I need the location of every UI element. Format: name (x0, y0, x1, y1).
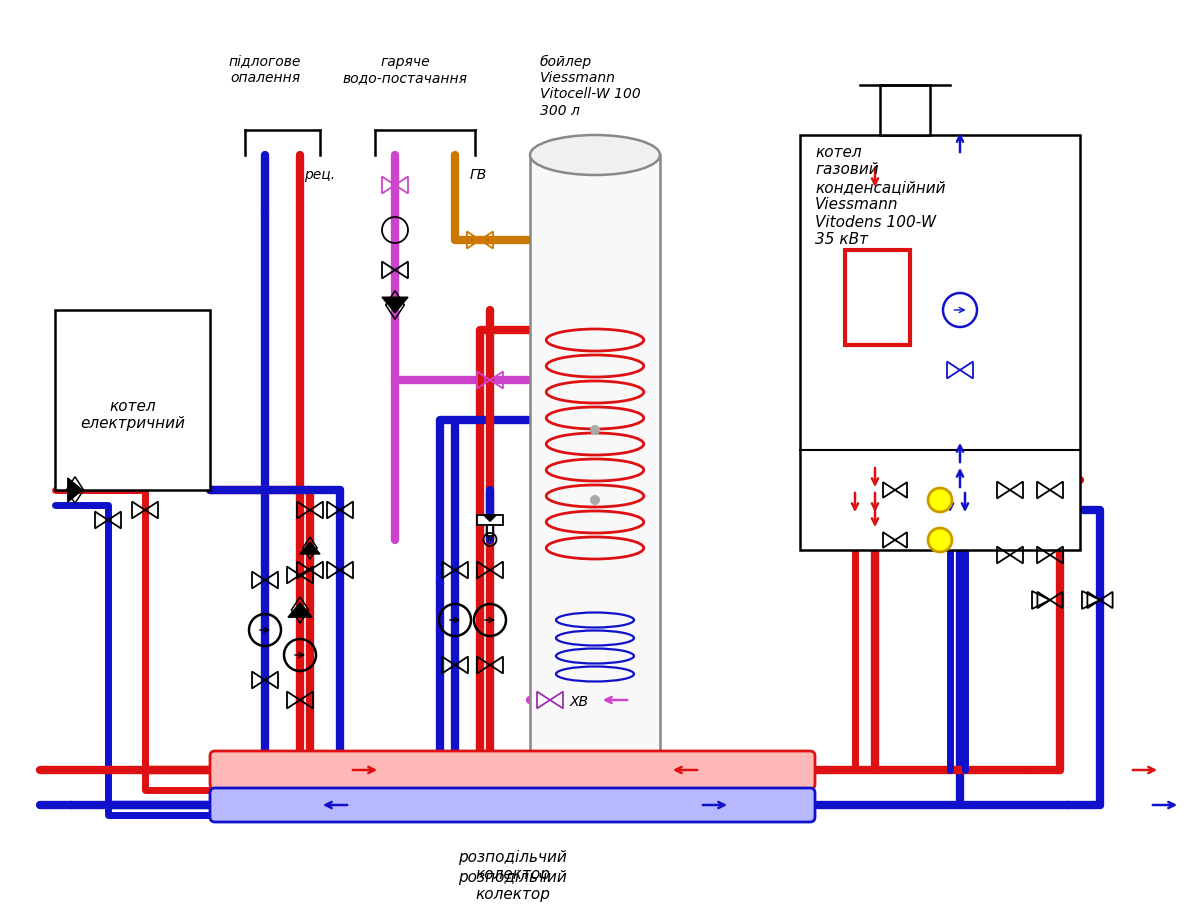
Text: котел
електричний: котел електричний (80, 399, 185, 431)
Bar (487, 525, 492, 536)
Text: розподільчий
колектор: розподільчий колектор (458, 870, 566, 902)
Text: бойлер
Viessmann
Vitocell-W 100
300 л: бойлер Viessmann Vitocell-W 100 300 л (540, 55, 641, 118)
Polygon shape (1032, 591, 1050, 609)
Polygon shape (300, 542, 320, 554)
Text: котел
газовий
конденсаційний
Viessmann
Vitodens 100-W
35 кВт: котел газовий конденсаційний Viessmann V… (815, 145, 946, 247)
Text: M: M (486, 535, 493, 544)
Text: ХВ: ХВ (570, 695, 589, 709)
Bar (478, 515, 503, 525)
Polygon shape (484, 515, 497, 521)
Bar (845, 250, 910, 345)
Bar (880, 85, 930, 135)
FancyBboxPatch shape (210, 788, 815, 822)
Polygon shape (1082, 591, 1100, 609)
Polygon shape (67, 478, 82, 502)
Circle shape (928, 488, 952, 512)
Text: розподільчий
колектор: розподільчий колектор (458, 850, 566, 882)
Circle shape (928, 528, 952, 552)
Bar (530, 155, 660, 780)
Polygon shape (288, 603, 312, 618)
Text: ГВ: ГВ (470, 168, 487, 182)
FancyBboxPatch shape (210, 751, 815, 789)
Circle shape (590, 425, 600, 435)
Polygon shape (382, 297, 408, 312)
Bar (800, 135, 1080, 550)
Text: рец.: рец. (304, 168, 335, 182)
Circle shape (590, 495, 600, 505)
Ellipse shape (530, 135, 660, 175)
Text: гаряче
водо-постачання: гаряче водо-постачання (342, 55, 468, 85)
Bar (55, 310, 210, 490)
Text: підлогове
опалення: підлогове опалення (229, 55, 301, 85)
